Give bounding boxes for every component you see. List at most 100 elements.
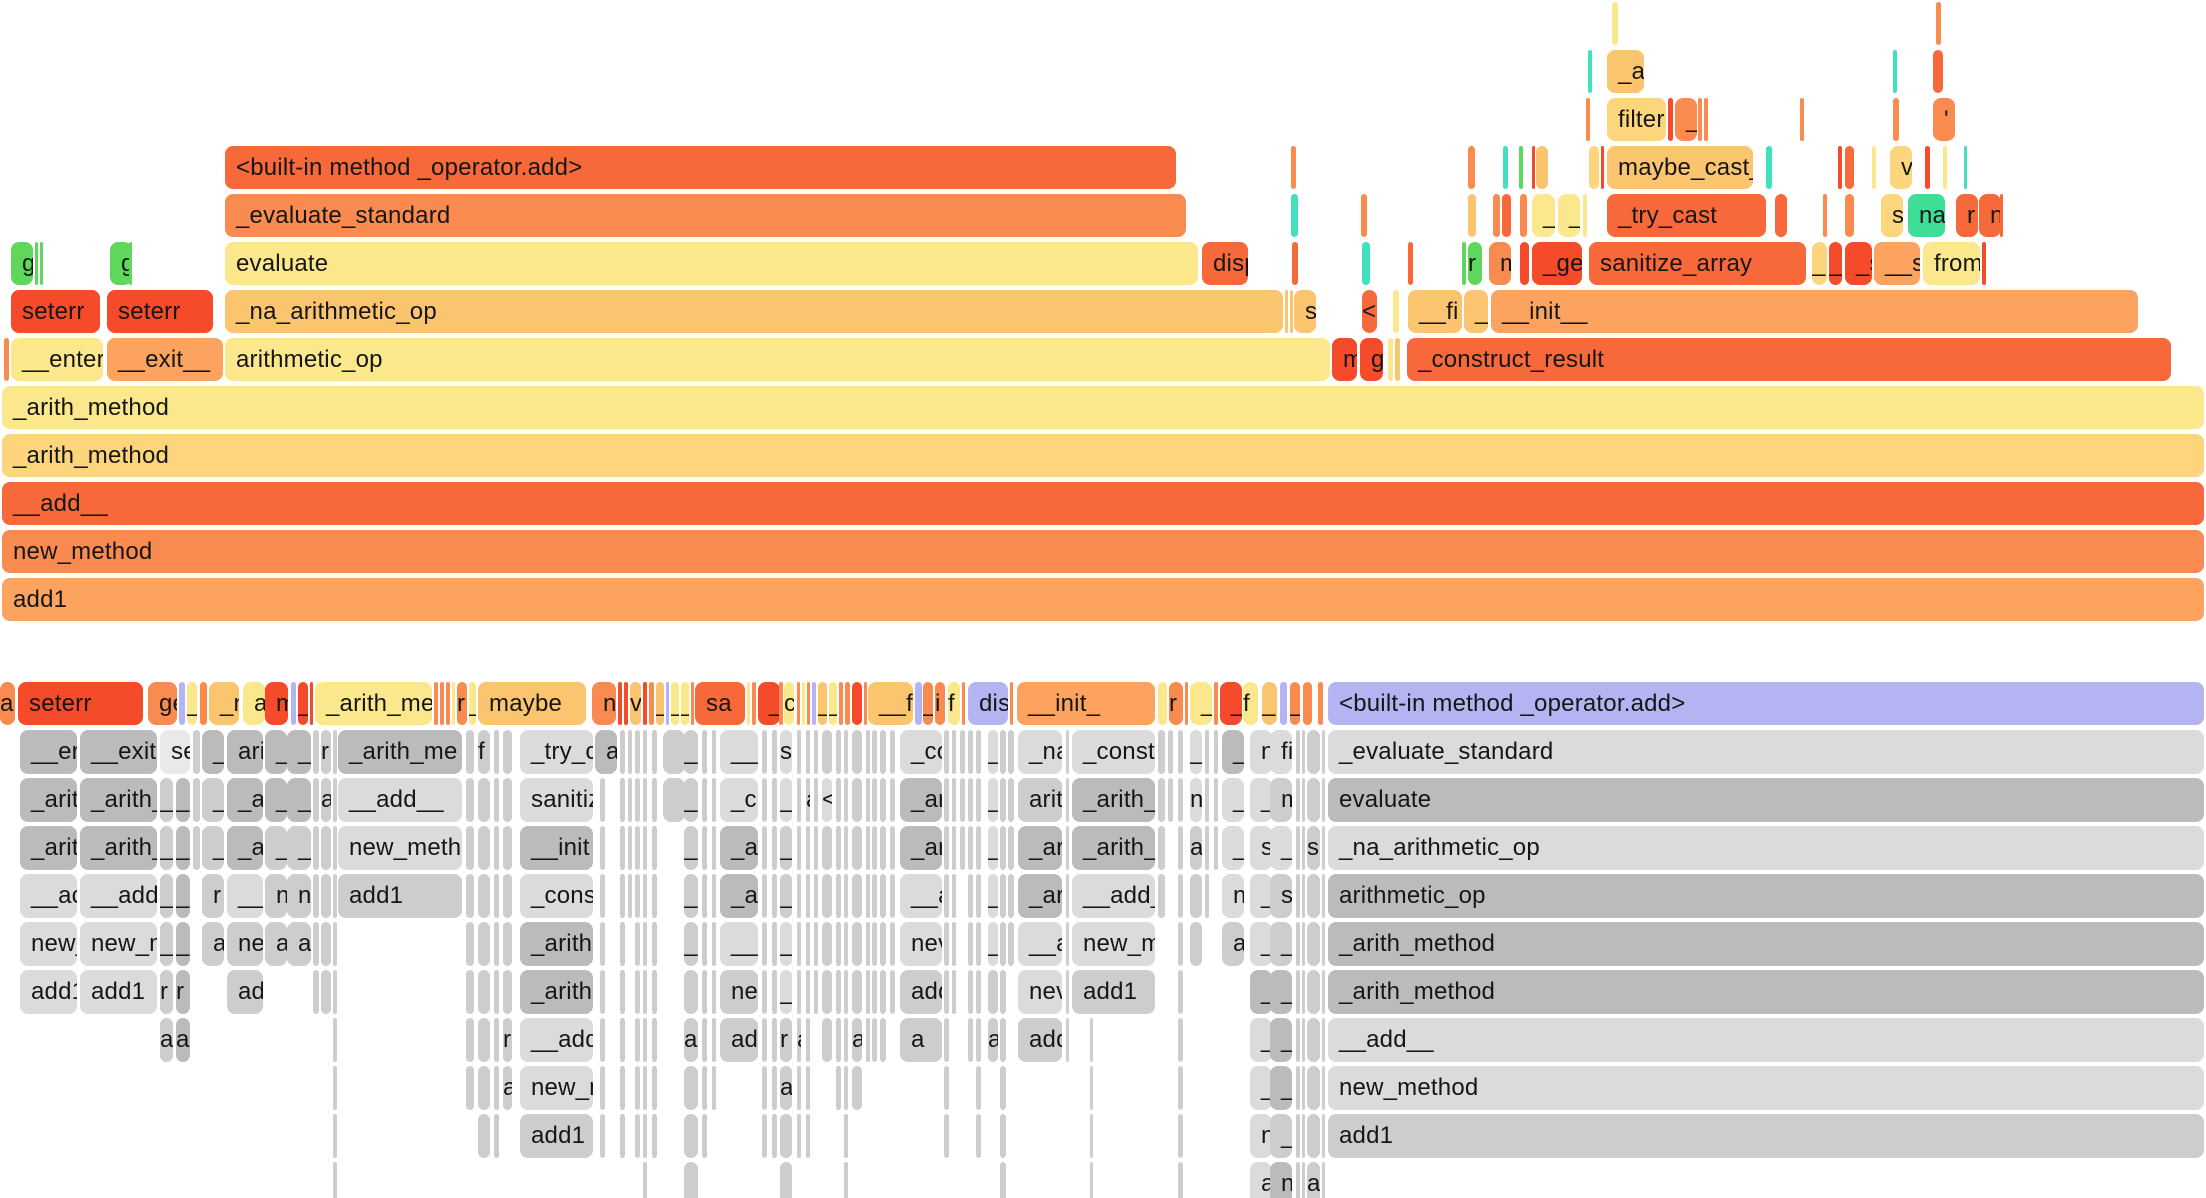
- frame-sliver[interactable]: [702, 826, 707, 870]
- frame-sliver[interactable]: [446, 682, 450, 725]
- frame-frame[interactable]: _: [265, 730, 287, 774]
- frame-sliver[interactable]: [806, 826, 810, 870]
- frame-sliver[interactable]: [1322, 778, 1325, 822]
- frame-sliver[interactable]: [1302, 1114, 1305, 1158]
- frame-a[interactable]: __a: [1018, 922, 1062, 966]
- frame-r[interactable]: r: [1169, 682, 1183, 725]
- frame-a[interactable]: a: [852, 1018, 862, 1062]
- frame-sliver[interactable]: [1893, 98, 1899, 141]
- frame-sliver[interactable]: [866, 778, 870, 822]
- frame-f[interactable]: f: [948, 682, 960, 725]
- frame-frame[interactable]: _: [176, 826, 190, 870]
- frame-sliver[interactable]: [762, 730, 767, 774]
- frame-sliver[interactable]: [600, 1018, 605, 1062]
- frame-sliver[interactable]: [1322, 874, 1325, 918]
- frame-sliver[interactable]: [872, 922, 877, 966]
- frame-sliver[interactable]: [440, 682, 444, 725]
- frame-sliver[interactable]: [772, 730, 777, 774]
- frame-sliver[interactable]: [780, 1114, 792, 1158]
- frame-sliver[interactable]: [1205, 778, 1209, 822]
- frame-ad[interactable]: ad: [287, 922, 311, 966]
- frame-sliver[interactable]: [1307, 1018, 1320, 1062]
- frame-sliver[interactable]: [702, 730, 707, 774]
- frame-const[interactable]: _const: [1072, 730, 1155, 774]
- frame-sliver[interactable]: [466, 874, 474, 918]
- frame-sliver[interactable]: [772, 826, 777, 870]
- frame-sliver[interactable]: [1408, 242, 1413, 285]
- frame-sliver[interactable]: [976, 778, 981, 822]
- frame-sliver[interactable]: [478, 826, 490, 870]
- frame-n[interactable]: n: [1250, 1114, 1272, 1158]
- frame-sliver[interactable]: [1503, 146, 1508, 189]
- frame-frame[interactable]: _: [287, 826, 311, 870]
- frame-sliver[interactable]: [822, 730, 832, 774]
- frame-sliver[interactable]: [600, 970, 605, 1014]
- frame-sliver[interactable]: [772, 970, 777, 1014]
- frame-a[interactable]: a: [265, 922, 287, 966]
- frame-frame[interactable]: _: [780, 778, 792, 822]
- frame-sliver[interactable]: [494, 970, 499, 1014]
- frame-sliver[interactable]: [890, 778, 895, 822]
- frame-a[interactable]: a: [900, 1018, 942, 1062]
- frame-sliver[interactable]: [968, 778, 973, 822]
- frame-a[interactable]: _a: [287, 730, 311, 774]
- frame-sliver[interactable]: [712, 1066, 716, 1110]
- frame-ari[interactable]: ari: [227, 730, 263, 774]
- frame-sliver[interactable]: [635, 970, 640, 1014]
- frame-sliver[interactable]: [976, 970, 981, 1014]
- frame-sliver[interactable]: [193, 778, 200, 822]
- frame-sliver[interactable]: [962, 682, 965, 725]
- frame-sliver[interactable]: [1008, 922, 1014, 966]
- frame-frame[interactable]: _: [988, 826, 998, 870]
- frame-sliver[interactable]: [1307, 730, 1320, 774]
- frame-sliver[interactable]: [836, 730, 841, 774]
- frame-sliver[interactable]: [1178, 1066, 1183, 1110]
- frame-sliver[interactable]: [503, 970, 512, 1014]
- frame-sliver[interactable]: [844, 874, 848, 918]
- frame-sliver[interactable]: [1668, 98, 1673, 141]
- frame-sliver[interactable]: [952, 778, 956, 822]
- frame-v[interactable]: v: [630, 682, 641, 725]
- frame-ad[interactable]: ad: [720, 1018, 758, 1062]
- frame-sliver[interactable]: [797, 1114, 801, 1158]
- frame-sliver[interactable]: [635, 874, 640, 918]
- frame-add1[interactable]: add1: [2, 578, 2204, 621]
- frame-arit[interactable]: arit: [1018, 778, 1062, 822]
- frame-n[interactable]: n: [1250, 730, 1272, 774]
- frame-sliver[interactable]: [797, 778, 801, 822]
- frame-frame[interactable]: _: [1190, 682, 1212, 725]
- frame-frame[interactable]: _: [684, 874, 698, 918]
- frame-f[interactable]: f: [478, 730, 490, 774]
- frame-sliver[interactable]: [1302, 730, 1305, 774]
- frame-sliver[interactable]: [762, 1066, 767, 1110]
- frame-sliver[interactable]: [822, 970, 832, 1014]
- frame-sliver[interactable]: [968, 970, 973, 1014]
- frame-frame[interactable]: _: [656, 682, 664, 725]
- frame-sliver[interactable]: [702, 1066, 707, 1110]
- frame-sliver[interactable]: [1090, 1114, 1093, 1158]
- frame-frame[interactable]: _: [988, 730, 998, 774]
- frame-sliver[interactable]: [976, 826, 981, 870]
- frame-frame[interactable]: _: [1250, 874, 1272, 918]
- frame-arith[interactable]: _arith_: [80, 826, 157, 870]
- frame-sliver[interactable]: [1066, 730, 1069, 774]
- frame-sliver[interactable]: [772, 778, 777, 822]
- frame-sliver[interactable]: [620, 874, 625, 918]
- frame-sliver[interactable]: [702, 874, 707, 918]
- frame-sliver[interactable]: [1893, 50, 1897, 93]
- frame-sliver[interactable]: [968, 874, 973, 918]
- frame-sliver[interactable]: [852, 922, 862, 966]
- frame-a[interactable]: a: [202, 922, 224, 966]
- frame-frame[interactable]: _: [780, 874, 792, 918]
- frame-m[interactable]: m: [1270, 778, 1292, 822]
- frame-sliver[interactable]: [40, 242, 43, 285]
- frame-seterr[interactable]: seterr: [18, 682, 143, 725]
- frame-evaluate-standard[interactable]: _evaluate_standard: [1328, 730, 2204, 774]
- frame-sliver[interactable]: [1066, 1018, 1069, 1062]
- frame-sliver[interactable]: [1000, 1114, 1006, 1158]
- frame-sliver[interactable]: [321, 874, 331, 918]
- frame-f[interactable]: __f: [868, 682, 913, 725]
- frame-sliver[interactable]: [844, 826, 848, 870]
- frame-a[interactable]: _a: [1222, 778, 1244, 822]
- frame-frame[interactable]: _: [923, 682, 933, 725]
